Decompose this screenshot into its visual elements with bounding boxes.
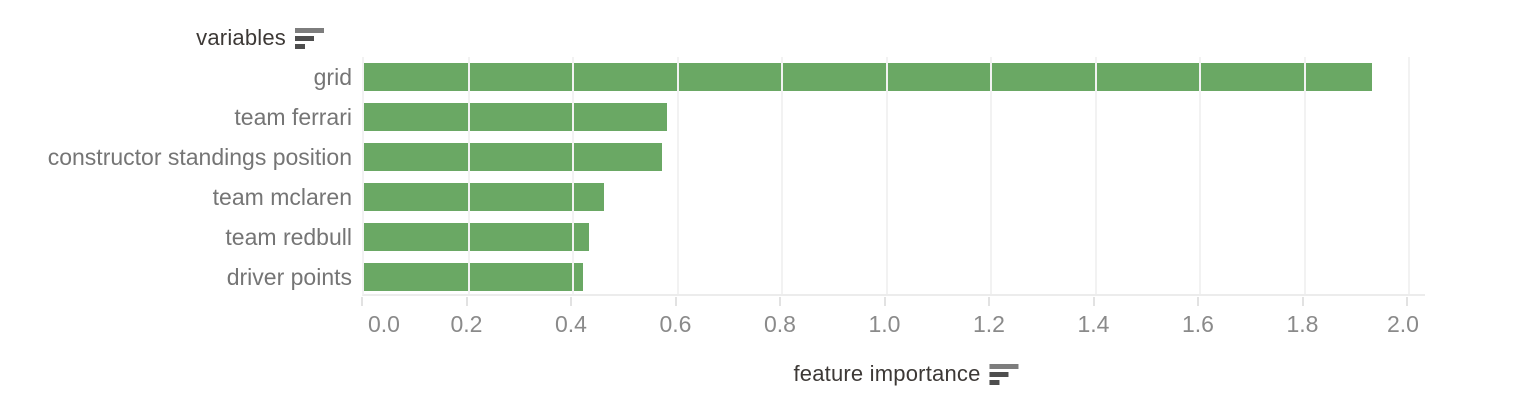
tick-label-0.2: 0.2 bbox=[450, 311, 483, 337]
sort-icon-bar bbox=[295, 27, 324, 33]
tick-label-0.6: 0.6 bbox=[659, 311, 692, 337]
category-label-grid[interactable]: grid bbox=[313, 64, 352, 90]
gridline bbox=[885, 57, 888, 294]
sort-icon-bar bbox=[989, 363, 1019, 369]
category-label-driver-points[interactable]: driver points bbox=[226, 264, 352, 290]
gridline bbox=[1303, 57, 1306, 294]
tick-label-0.0: 0.0 bbox=[368, 311, 400, 337]
row-axis-title-label: variables bbox=[196, 25, 286, 50]
gridline bbox=[572, 57, 574, 294]
tick-mark bbox=[988, 297, 990, 306]
gridline bbox=[467, 57, 470, 294]
tick-mark bbox=[674, 297, 677, 306]
tick-mark bbox=[1197, 297, 1199, 306]
tick-label-1.4: 1.4 bbox=[1077, 311, 1110, 337]
tick-label-2.0: 2.0 bbox=[1387, 311, 1419, 337]
tick-mark bbox=[465, 297, 468, 306]
tick-label-1.0: 1.0 bbox=[868, 311, 901, 337]
sort-icon-bar bbox=[295, 35, 314, 41]
sort-descending-icon[interactable] bbox=[295, 27, 324, 49]
bar-team-mclaren[interactable] bbox=[364, 182, 605, 211]
x-axis-title-label: feature importance bbox=[793, 361, 981, 386]
category-label-team-redbull[interactable]: team redbull bbox=[225, 224, 352, 250]
gridline bbox=[1094, 57, 1097, 294]
gridline bbox=[990, 57, 992, 294]
gridline bbox=[781, 57, 783, 294]
tick-mark bbox=[779, 297, 781, 306]
gridline bbox=[676, 57, 679, 294]
category-label-team-mclaren[interactable]: team mclaren bbox=[212, 184, 352, 210]
tick-label-0.4: 0.4 bbox=[555, 311, 587, 337]
tick-label-1.2: 1.2 bbox=[973, 311, 1005, 337]
sort-icon-bar bbox=[989, 379, 1000, 385]
plot-area bbox=[362, 57, 1425, 296]
bar-driver-points[interactable] bbox=[364, 262, 584, 291]
tick-mark bbox=[883, 297, 886, 306]
tick-mark bbox=[1301, 297, 1304, 306]
tick-label-0.8: 0.8 bbox=[764, 311, 796, 337]
tick-mark bbox=[361, 297, 363, 306]
category-label-team-ferrari[interactable]: team ferrari bbox=[234, 104, 352, 130]
tick-mark bbox=[1092, 297, 1095, 306]
bar-constructor-standings-position[interactable] bbox=[364, 142, 662, 171]
bar-grid[interactable] bbox=[364, 62, 1373, 91]
sort-icon-bar bbox=[295, 43, 305, 49]
tick-mark bbox=[1406, 297, 1408, 306]
tick-label-1.6: 1.6 bbox=[1182, 311, 1214, 337]
sort-icon-bar bbox=[989, 371, 1009, 377]
sort-descending-icon[interactable] bbox=[989, 363, 1019, 385]
row-axis-title[interactable]: variables bbox=[0, 25, 324, 51]
x-axis-title[interactable]: feature importance bbox=[793, 361, 1019, 387]
bar-team-ferrari[interactable] bbox=[364, 102, 668, 131]
category-label-constructor-standings-position[interactable]: constructor standings position bbox=[47, 144, 352, 170]
tick-label-1.8: 1.8 bbox=[1286, 311, 1319, 337]
gridline bbox=[1408, 57, 1410, 294]
bar-team-redbull[interactable] bbox=[364, 222, 589, 251]
tick-mark bbox=[570, 297, 572, 306]
gridline bbox=[1199, 57, 1201, 294]
